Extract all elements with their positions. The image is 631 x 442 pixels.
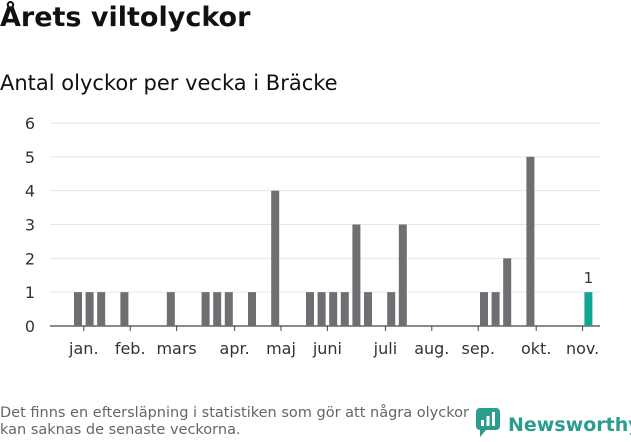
x-tick-label: feb. [115,339,146,358]
y-tick-label: 4 [25,182,35,201]
bar [584,292,593,326]
bar [480,292,488,326]
bar [387,292,396,326]
x-tick-label: okt. [521,339,551,358]
data-labels: 1 [584,269,594,287]
y-tick-label: 2 [25,249,35,268]
bar [85,292,94,326]
bar [213,292,222,326]
bar [491,292,500,326]
bar [271,190,280,326]
x-tick-label: sep. [461,339,494,358]
x-tick-label: juli [373,339,397,358]
bar [306,292,314,326]
bar [74,292,82,326]
bar [340,292,349,326]
bar [526,156,535,326]
bar [398,224,407,326]
x-tick-label: aug. [414,339,449,358]
bar [166,292,175,326]
x-tick-label: maj [266,339,296,358]
chart-subtitle: Antal olyckor per vecka i Bräcke [0,71,338,95]
bar [352,224,361,326]
y-tick-label: 6 [25,114,35,133]
bars [74,156,593,326]
bar [364,292,372,326]
bar [97,292,106,326]
y-tick-label: 0 [25,317,35,336]
x-tick-label: apr. [220,339,250,358]
data-label: 1 [584,269,594,287]
newsworthy-logo-icon [476,408,500,442]
brand-name: Newsworthy [508,414,631,436]
x-tick-label: jan. [68,339,98,358]
x-axis-ticks: jan. feb. mars apr. maj juni juli aug. sep. okt. n… [68,326,599,358]
x-tick-label: juni [312,339,342,358]
bar [224,292,233,326]
x-tick-label: nov. [566,339,599,358]
brand-logo[interactable]: Newsworthy [476,408,631,442]
y-tick-label: 5 [25,148,35,167]
y-axis-ticks: 0 1 2 3 4 5 6 [25,114,35,336]
bar [503,258,512,326]
y-tick-label: 3 [25,216,35,235]
footnote: Det finns en eftersläpning i statistiken… [0,405,469,438]
x-tick-label: mars [156,339,196,358]
bar [120,292,129,326]
bar [329,292,338,326]
bar-chart: 0 1 2 3 4 5 6 jan. feb. mars apr. maj juni juli aug. s… [25,114,600,358]
bar [248,292,256,326]
bar [317,292,326,326]
bar [201,292,210,326]
chart-title: Årets viltolyckor [0,2,251,33]
y-tick-label: 1 [25,283,35,302]
